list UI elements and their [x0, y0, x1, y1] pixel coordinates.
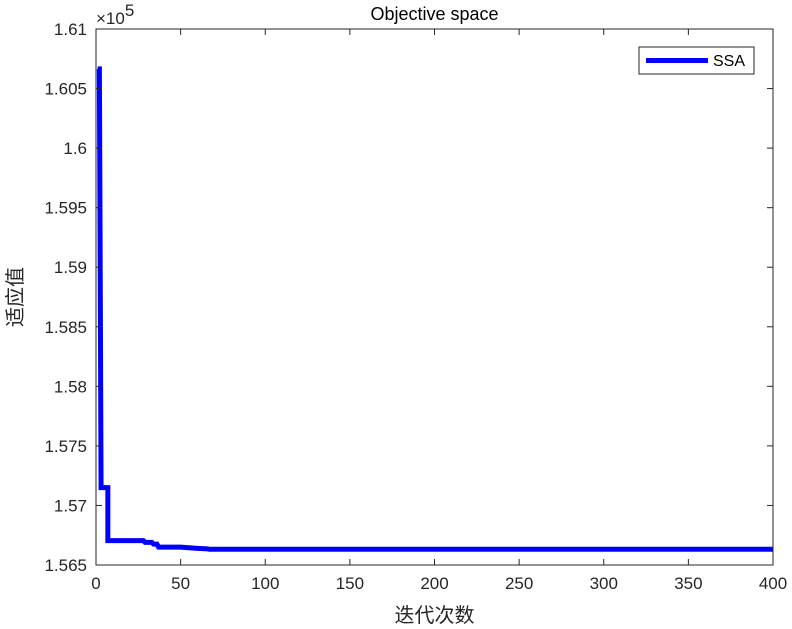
x-tick-label: 50 — [171, 574, 190, 593]
y-tick-label: 1.605 — [44, 80, 87, 99]
x-tick-label: 200 — [420, 574, 448, 593]
y-tick-label: 1.59 — [54, 258, 87, 277]
y-axis-ticks: 1.565 1.57 1.575 1.58 1.585 1.59 1.595 1.6 1.605… — [44, 20, 773, 575]
x-tick-label: 250 — [505, 574, 533, 593]
legend[interactable]: SSA — [638, 46, 755, 75]
x-tick-label: 400 — [759, 574, 787, 593]
y-tick-label: 1.57 — [54, 496, 87, 515]
y-tick-label: 1.6 — [63, 139, 87, 158]
chart-title: Objective space — [370, 4, 498, 24]
y-tick-label: 1.58 — [54, 377, 87, 396]
x-tick-label: 150 — [336, 574, 364, 593]
y-tick-label: 1.595 — [44, 199, 87, 218]
y-tick-label: 1.585 — [44, 318, 87, 337]
series-line-ssa — [96, 66, 773, 552]
y-axis-label: 适应值 — [3, 267, 27, 327]
x-tick-label: 0 — [91, 574, 100, 593]
plot-area — [96, 29, 773, 565]
y-axis-multiplier-exponent: 5 — [125, 1, 134, 20]
x-tick-label: 100 — [251, 574, 279, 593]
y-axis-multiplier-base: ×10 — [96, 9, 125, 28]
y-tick-label: 1.565 — [44, 556, 87, 575]
y-tick-label: 1.575 — [44, 437, 87, 456]
x-axis-label: 迭代次数 — [395, 603, 475, 627]
x-tick-label: 350 — [674, 574, 702, 593]
x-tick-label: 300 — [590, 574, 618, 593]
series-layer — [96, 66, 773, 552]
y-axis-multiplier: ×105 — [96, 1, 134, 28]
x-axis-ticks: 0 50 100 150 200 250 300 350 400 — [91, 29, 787, 593]
y-tick-label: 1.61 — [54, 20, 87, 39]
legend-label-ssa: SSA — [713, 53, 745, 70]
